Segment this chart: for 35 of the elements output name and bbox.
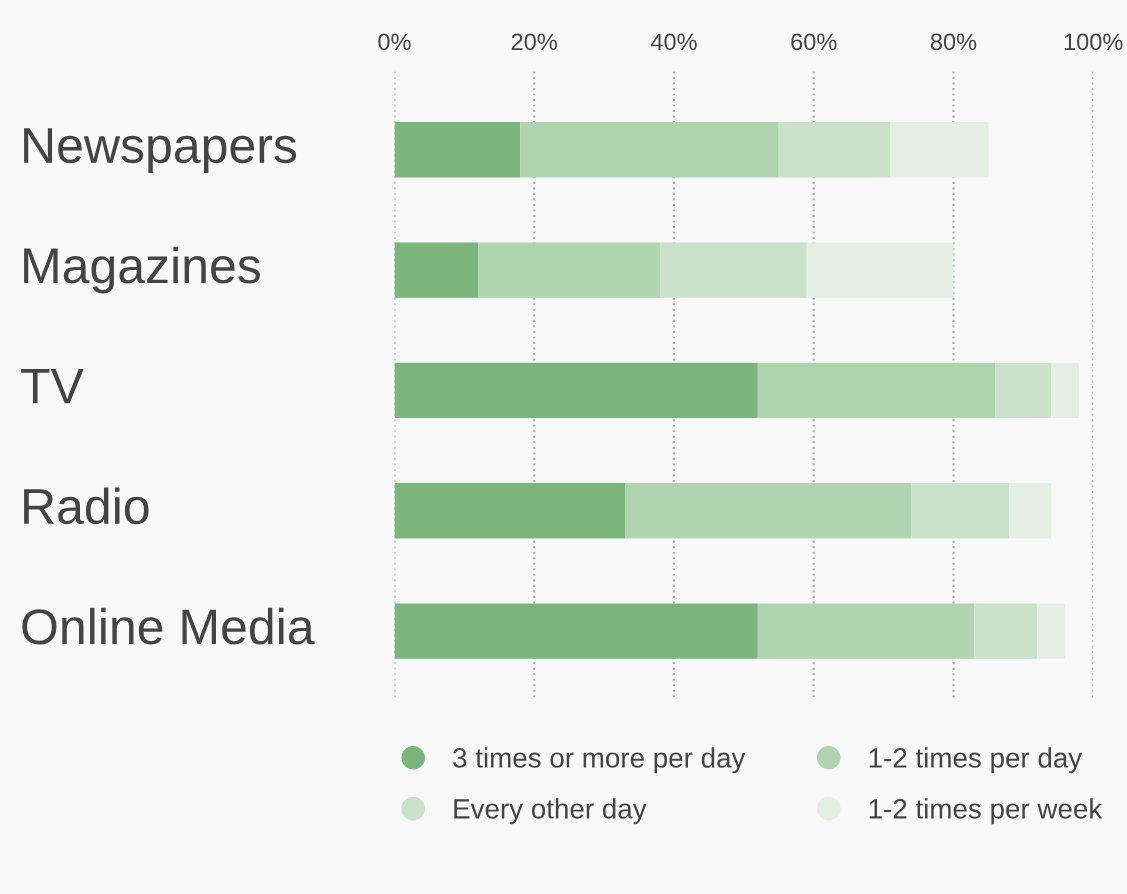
legend-label: Every other day: [454, 798, 647, 825]
bar: [659, 242, 807, 298]
legend-label: 3 times or more per day: [453, 747, 746, 774]
y-tick-label: Radio: [24, 487, 149, 525]
bar: [394, 603, 758, 659]
bar: [394, 242, 479, 298]
bar: [394, 122, 521, 178]
bar: [974, 603, 1038, 659]
x-tick-label: 60%: [791, 33, 837, 51]
bar: [1051, 362, 1080, 419]
bar: [1009, 483, 1052, 539]
bar: [394, 483, 626, 539]
x-tick-label: 40%: [650, 33, 697, 51]
bar: [995, 362, 1052, 419]
x-tick-label: 100%: [1064, 33, 1123, 51]
x-tick-label: 20%: [511, 33, 557, 51]
bar: [890, 122, 989, 178]
bar: [394, 362, 758, 419]
y-tick-label: Newspapers: [24, 128, 297, 174]
x-tick-label: 80%: [930, 33, 977, 51]
y-tick-label: Online Media: [22, 607, 315, 645]
bar: [1037, 603, 1066, 659]
x-tick-label: 0%: [378, 33, 411, 51]
bar: [911, 483, 1010, 539]
bar: [806, 242, 954, 298]
y-tick-label: TV: [21, 368, 84, 404]
bar: [520, 122, 779, 178]
legend-label: 1-2 times per day: [869, 747, 1083, 774]
bar: [625, 483, 912, 539]
bar: [478, 242, 660, 298]
bar: [778, 122, 891, 178]
legend-label: 1-2 times per week: [869, 798, 1103, 825]
bar: [757, 362, 996, 419]
bar: [757, 603, 975, 659]
y-tick-label: Magazines: [24, 246, 260, 294]
